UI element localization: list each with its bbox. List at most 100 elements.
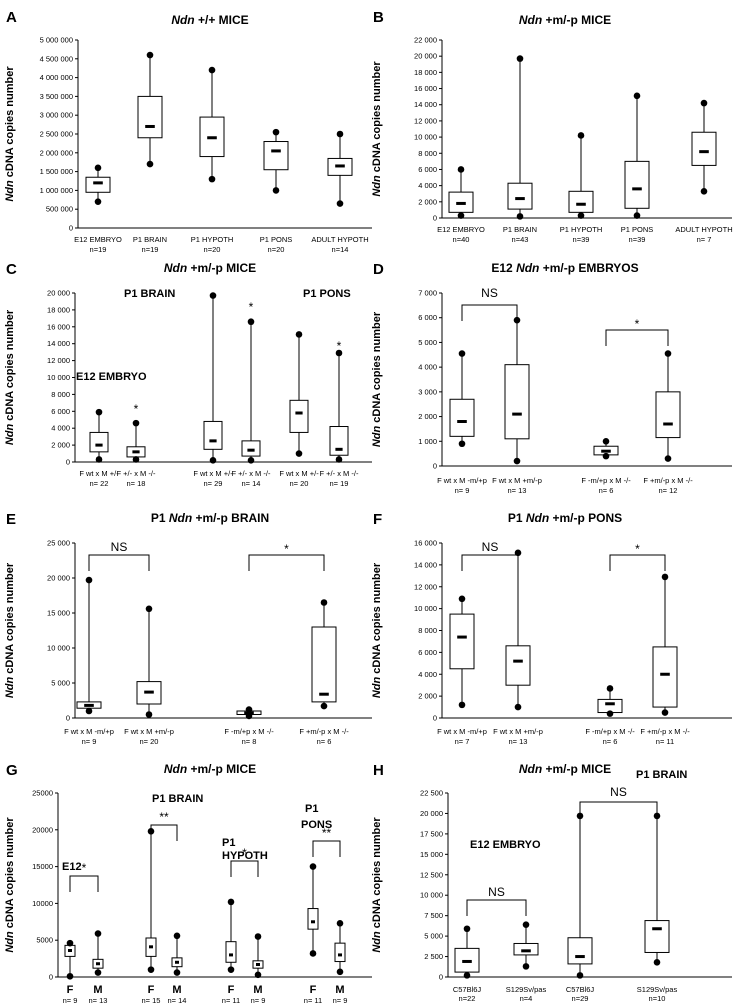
panel-label: D <box>373 261 384 278</box>
sample-size-label: n= 7 <box>697 235 712 244</box>
significance-label: * <box>134 402 139 416</box>
panel-title: E12 Ndn +m/-p EMBRYOS <box>491 261 638 275</box>
min-point <box>457 212 465 219</box>
box-2 <box>504 316 530 465</box>
min-point <box>146 160 154 168</box>
significance-label: ** <box>322 826 332 840</box>
category-label: F +m/-p x M -/- <box>643 476 693 485</box>
y-tick-label: 0 <box>433 462 437 471</box>
sample-size-label: n= 9 <box>251 996 266 1005</box>
max-point <box>522 921 530 928</box>
max-point <box>577 132 585 139</box>
max-point <box>132 419 140 427</box>
significance-bracket <box>605 329 669 346</box>
max-point <box>146 51 154 59</box>
y-tick-label: 20 000 <box>414 52 437 61</box>
min-point <box>577 212 585 219</box>
box-1 <box>448 166 474 219</box>
iqr-box <box>225 941 237 963</box>
iqr-box <box>655 391 681 439</box>
y-tick-label: 14 000 <box>414 100 437 109</box>
iqr-box <box>624 160 650 209</box>
category-label: C57Bl6J <box>566 985 595 994</box>
max-point <box>458 350 466 357</box>
category-label: F <box>67 984 74 996</box>
annotation-label: HYPOTH <box>222 850 268 862</box>
panel-g: G Ndn +m/-p MICE Ndn cDNA copies number 0 50… <box>4 762 372 1005</box>
sample-size-label: n= 9 <box>63 996 78 1005</box>
max-point <box>295 331 303 338</box>
panel-title: Ndn +m/-p MICE <box>164 762 256 776</box>
panel-title: Ndn +m/-p MICE <box>164 261 256 275</box>
sample-size-label: n= 15 <box>142 996 161 1005</box>
panel-label: G <box>6 762 18 779</box>
max-point <box>208 66 216 74</box>
y-tick-label: 0 <box>439 973 443 982</box>
min-point <box>516 213 524 220</box>
min-point <box>245 712 253 720</box>
category-label: P1 BRAIN <box>503 225 537 234</box>
sample-size-label: n= 13 <box>508 486 527 495</box>
y-tick-label: 12 500 <box>420 870 443 879</box>
category-label: F wt x M +m/-p <box>493 727 543 736</box>
panel-label: A <box>6 9 17 26</box>
min-point <box>295 450 303 457</box>
annotation-label: P1 <box>222 837 235 849</box>
y-tick-label: 4 500 000 <box>40 54 73 63</box>
box-3 <box>236 706 262 720</box>
significance-label: * <box>635 542 640 556</box>
y-tick-label: 4 000 <box>418 670 437 679</box>
y-tick-label: 0 <box>49 973 53 982</box>
min-point <box>661 709 669 716</box>
y-tick-label: 6 000 <box>418 313 437 322</box>
box-4 <box>655 350 681 462</box>
significance-label: NS <box>481 286 498 300</box>
y-tick-label: 15 000 <box>420 850 443 859</box>
sample-size-label: n= 20 <box>290 479 309 488</box>
min-point <box>272 187 280 194</box>
box-1 <box>454 925 480 979</box>
y-tick-label: 12 000 <box>414 582 437 591</box>
min-point <box>309 950 317 957</box>
y-axis-label: Ndn cDNA copies number <box>371 817 383 953</box>
significance-bracket <box>150 824 178 841</box>
y-axis-label: Ndn cDNA copies number <box>4 817 16 953</box>
y-tick-label: 4 000 000 <box>40 73 73 82</box>
box-1 <box>76 576 102 715</box>
category-label: S129Sv/pas <box>637 985 678 994</box>
min-point <box>95 456 103 463</box>
min-point <box>335 456 343 463</box>
y-tick-label: 5 000 <box>418 338 437 347</box>
sample-size-label: n=19 <box>90 245 107 254</box>
max-point <box>247 318 255 326</box>
significance-bracket <box>312 840 341 857</box>
min-point <box>254 971 262 979</box>
max-point <box>463 925 471 933</box>
panel-title: P1 Ndn +m/-p BRAIN <box>151 511 269 525</box>
min-point <box>458 440 466 448</box>
box-2 <box>92 930 104 976</box>
category-label: M <box>253 984 262 996</box>
min-point <box>145 711 153 718</box>
y-tick-label: 10 000 <box>47 373 70 382</box>
y-tick-label: 4 000 <box>51 424 70 433</box>
y-tick-label: 12 000 <box>414 116 437 125</box>
box-1 <box>449 350 475 448</box>
sample-size-label: n=43 <box>512 235 529 244</box>
iqr-box <box>644 920 670 953</box>
y-tick-label: 5000 <box>36 936 53 945</box>
sample-size-label: n= 8 <box>242 737 257 746</box>
sample-size-label: n= 13 <box>89 996 108 1005</box>
max-point <box>254 933 262 940</box>
category-label: F <box>148 984 155 996</box>
iqr-box <box>568 190 594 213</box>
min-point <box>227 966 235 973</box>
category-label: P1 PONS <box>621 225 654 234</box>
max-point <box>606 685 614 692</box>
box-4 <box>241 318 261 464</box>
y-tick-label: 1 500 000 <box>40 167 73 176</box>
box-3 <box>597 685 623 717</box>
category-label: F -m/+p x M -/- <box>585 727 635 736</box>
min-point <box>458 701 466 709</box>
max-point <box>85 576 93 584</box>
